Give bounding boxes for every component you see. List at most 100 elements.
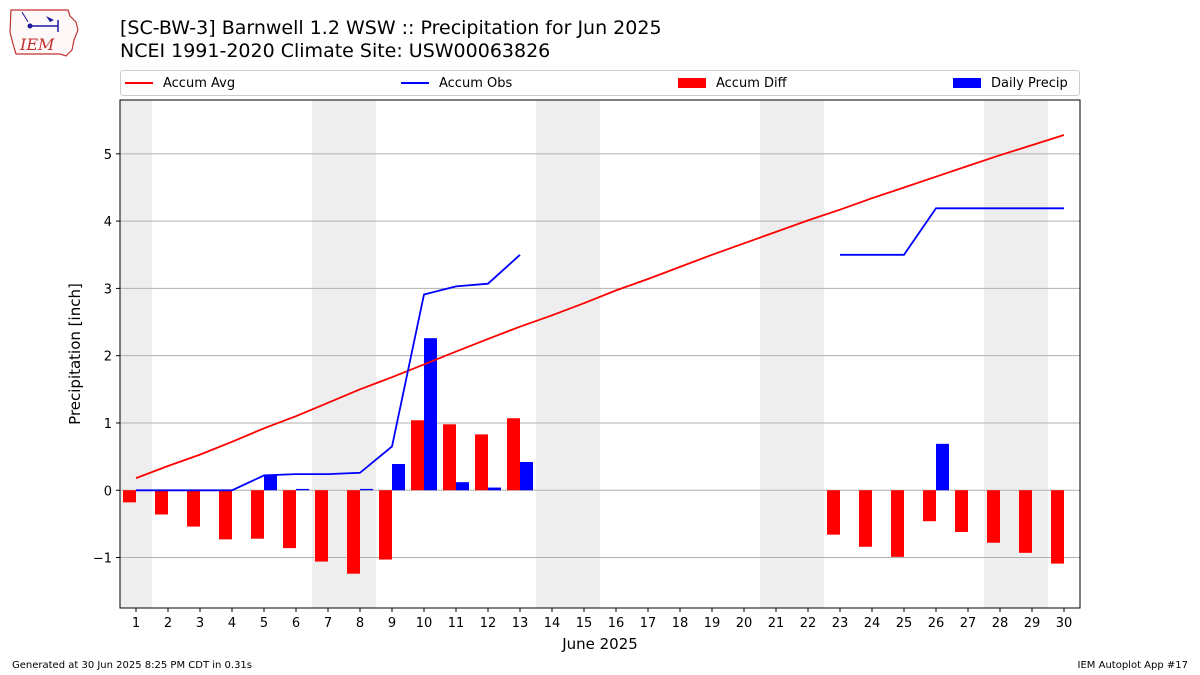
legend-label-accum-avg: Accum Avg: [163, 75, 236, 91]
bar-daily-precip-day-26: [936, 443, 949, 491]
x-tick-label-26: 26: [928, 616, 945, 631]
grid-lines: [120, 153, 1080, 559]
bar-accum-diff-day-6: [283, 490, 296, 549]
x-tick-label-2: 2: [164, 616, 172, 631]
x-tick-label-6: 6: [292, 616, 300, 631]
line-accum-obs-segment-1: [840, 207, 1064, 256]
legend-item-accum-obs: Accum Obs: [401, 74, 512, 92]
bar-accum-diff-day-12: [475, 434, 488, 491]
x-tick-label-4: 4: [228, 616, 236, 631]
bar-accum-diff-day-4: [219, 490, 232, 540]
bar-accum-diff-day-29: [1019, 490, 1032, 553]
bar-accum-diff-day-11: [443, 424, 456, 491]
legend-label-accum-diff: Accum Diff: [716, 75, 787, 91]
x-tick-label-14: 14: [544, 616, 561, 631]
chart-subtitle: NCEI 1991-2020 Climate Site: USW00063826: [120, 40, 551, 62]
svg-text:IEM: IEM: [19, 35, 55, 54]
bar-accum-diff-day-24: [859, 490, 872, 547]
x-tick-label-23: 23: [832, 616, 849, 631]
x-tick-label-1: 1: [132, 616, 140, 631]
bar-accum-diff-day-8: [347, 490, 360, 574]
bar-daily-precip-day-10: [424, 338, 437, 491]
legend-swatch-daily-precip: [953, 78, 981, 88]
bar-series: [123, 338, 1064, 574]
line-series: [135, 134, 1065, 492]
x-tick-label-21: 21: [768, 616, 785, 631]
x-axis-label: June 2025: [561, 635, 638, 653]
legend-swatch-accum-diff: [678, 78, 706, 88]
y-tick-label--1: −1: [93, 552, 112, 567]
bar-accum-diff-day-23: [827, 490, 840, 535]
x-tick-label-17: 17: [640, 616, 657, 631]
line-accum-avg-segment-0: [135, 134, 1065, 479]
x-tick-label-27: 27: [960, 616, 977, 631]
y-tick-label-4: 4: [104, 215, 112, 230]
y-tick-label-0: 0: [104, 484, 112, 499]
bar-accum-diff-day-28: [987, 490, 1000, 543]
x-tick-label-10: 10: [416, 616, 433, 631]
x-tick-label-11: 11: [448, 616, 465, 631]
x-tick-label-15: 15: [576, 616, 593, 631]
bar-daily-precip-day-8: [360, 488, 373, 491]
bar-daily-precip-day-13: [520, 461, 533, 491]
weekend-band-2: [536, 100, 600, 608]
x-tick-label-12: 12: [480, 616, 497, 631]
weekend-band-0: [120, 100, 152, 608]
bar-accum-diff-day-3: [187, 490, 200, 527]
legend-label-daily-precip: Daily Precip: [991, 75, 1068, 91]
x-tick-label-13: 13: [512, 616, 529, 631]
bar-accum-diff-day-30: [1051, 490, 1064, 564]
y-tick-label-1: 1: [104, 417, 112, 432]
bar-accum-diff-day-27: [955, 490, 968, 532]
x-tick-label-30: 30: [1056, 616, 1073, 631]
legend-swatch-accum-avg: [125, 82, 153, 84]
legend-item-daily-precip: Daily Precip: [953, 74, 1068, 92]
x-tick-label-5: 5: [260, 616, 268, 631]
x-tick-label-24: 24: [864, 616, 881, 631]
bar-accum-diff-day-7: [315, 490, 328, 562]
generated-timestamp: Generated at 30 Jun 2025 8:25 PM CDT in …: [12, 660, 253, 671]
x-tick-label-20: 20: [736, 616, 753, 631]
y-axis-ticks: −1 0 1 2 3 4 5: [93, 148, 120, 567]
legend-swatch-accum-obs: [401, 82, 429, 84]
y-tick-label-5: 5: [104, 148, 112, 163]
x-tick-label-8: 8: [356, 616, 364, 631]
bar-daily-precip-day-12: [488, 487, 501, 491]
x-tick-label-16: 16: [608, 616, 625, 631]
plot-frame: [119, 99, 1081, 609]
line-accum-obs-segment-0: [136, 254, 521, 492]
x-tick-label-25: 25: [896, 616, 913, 631]
x-tick-label-22: 22: [800, 616, 817, 631]
weekend-band-3: [760, 100, 824, 608]
bar-daily-precip-day-6: [296, 488, 309, 491]
legend-item-accum-diff: Accum Diff: [678, 74, 787, 92]
bar-accum-diff-day-25: [891, 490, 904, 557]
bar-accum-diff-day-13: [507, 418, 520, 491]
bar-accum-diff-day-26: [923, 490, 936, 522]
x-tick-label-19: 19: [704, 616, 721, 631]
legend-label-accum-obs: Accum Obs: [439, 75, 513, 91]
chart-title: [SC-BW-3] Barnwell 1.2 WSW :: Precipitat…: [120, 17, 662, 39]
bar-accum-diff-day-5: [251, 490, 264, 539]
bar-accum-diff-day-9: [379, 490, 392, 560]
bar-daily-precip-day-9: [392, 464, 405, 491]
x-tick-label-29: 29: [1024, 616, 1041, 631]
x-tick-label-3: 3: [196, 616, 204, 631]
y-axis-label: Precipitation [inch]: [66, 283, 84, 425]
chart-legend: Accum Avg Accum Obs Accum Diff Daily Pre…: [120, 70, 1080, 96]
bar-daily-precip-day-11: [456, 482, 469, 491]
bar-accum-diff-day-1: [123, 490, 136, 503]
bar-accum-diff-day-10: [411, 420, 424, 491]
x-axis-ticks: 1 2 3 4 5 6 7 8 9 10 11 12 13 14 15 16 17 18 19 20 21 22 23 24 2…: [132, 608, 1072, 631]
y-tick-label-2: 2: [104, 350, 112, 365]
bar-daily-precip-day-5: [264, 475, 277, 491]
x-tick-label-7: 7: [324, 616, 332, 631]
app-credit: IEM Autoplot App #17: [1077, 660, 1188, 671]
x-tick-label-9: 9: [388, 616, 396, 631]
y-tick-label-3: 3: [104, 282, 112, 297]
bar-accum-diff-day-2: [155, 490, 168, 515]
x-tick-label-18: 18: [672, 616, 689, 631]
legend-item-accum-avg: Accum Avg: [125, 74, 235, 92]
iem-logo: IEM: [9, 9, 79, 57]
